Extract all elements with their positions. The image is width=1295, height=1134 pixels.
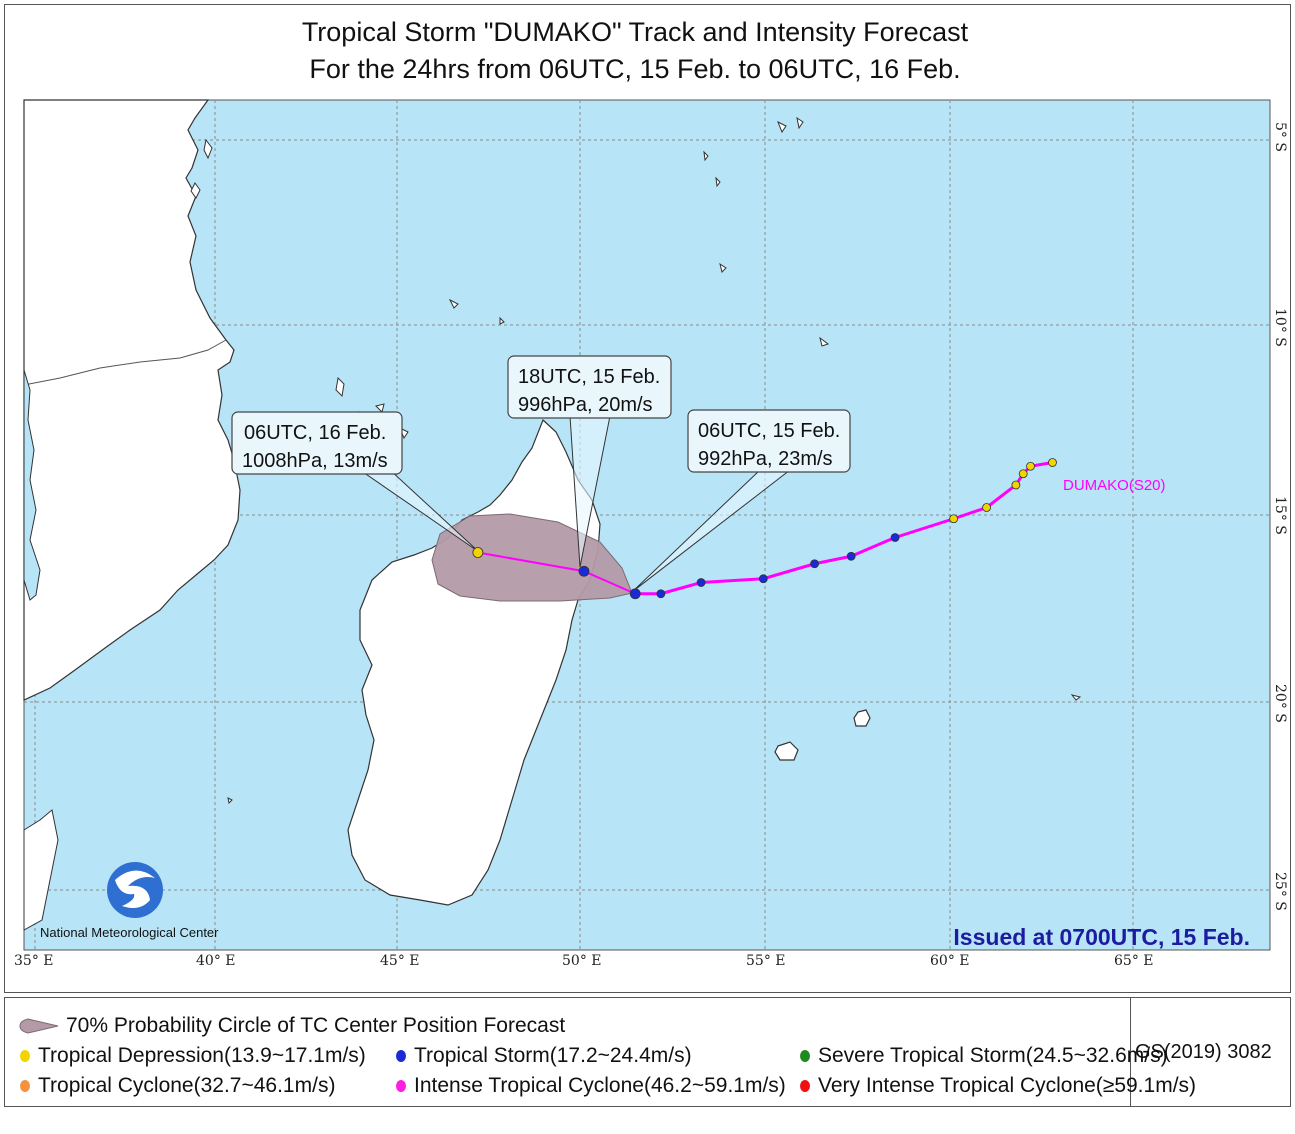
- lat-tick-10: 10° S: [1272, 308, 1288, 347]
- lon-tick-60: 60° E: [930, 953, 969, 969]
- legend-tropical-storm-label: Tropical Storm(17.2~24.4m/s): [414, 1044, 692, 1067]
- past-track-point-9[interactable]: [758, 574, 768, 584]
- legend-very-intense-tropical-cyclone: Very Intense Tropical Cyclone(≥59.1m/s): [800, 1074, 1196, 1098]
- legend-tropical-cyclone-label: Tropical Cyclone(32.7~46.1m/s): [38, 1074, 336, 1097]
- lat-tick-labels: 5° S 10° S 15° S 20° S 25° S: [1272, 122, 1288, 911]
- island-mauritius: [853, 709, 871, 727]
- lon-tick-65: 65° E: [1114, 953, 1153, 969]
- legend-probability-circle: 70% Probability Circle of TC Center Posi…: [18, 1014, 565, 1038]
- cone-swatch-icon: [19, 1018, 59, 1034]
- tropical-storm-icon: [396, 1050, 406, 1063]
- legend-tropical-storm: Tropical Storm(17.2~24.4m/s): [396, 1044, 692, 1068]
- lon-tick-40: 40° E: [196, 953, 235, 969]
- legend-very-intense-tropical-cyclone-label: Very Intense Tropical Cyclone(≥59.1m/s): [818, 1074, 1197, 1097]
- tropical-cyclone-icon: [20, 1080, 30, 1093]
- callout-06utc-16-detail: 1008hPa, 13m/s: [242, 450, 388, 472]
- lat-tick-5: 5° S: [1272, 122, 1288, 152]
- legend-probability-label: 70% Probability Circle of TC Center Posi…: [66, 1014, 566, 1037]
- callout-06utc-15-detail: 992hPa, 23m/s: [698, 448, 833, 470]
- past-track-point-1[interactable]: [1026, 461, 1035, 471]
- africa-border: [23, 339, 227, 386]
- past-track-point-2[interactable]: [1018, 469, 1028, 479]
- forecast-track-point-2[interactable]: [472, 547, 484, 558]
- past-track-point-6[interactable]: [890, 533, 900, 542]
- legend-panel: [4, 997, 1291, 1107]
- small-islands: [227, 116, 1082, 805]
- lon-tick-35: 35° E: [14, 953, 53, 969]
- africa-land: [23, 99, 241, 701]
- intense-tropical-cyclone-icon: [396, 1080, 406, 1093]
- past-track-point-0[interactable]: [1048, 458, 1057, 467]
- legend-tropical-depression: Tropical Depression(13.9~17.1m/s): [20, 1044, 366, 1068]
- track-map[interactable]: 35° E 40° E 45° E 50° E 55° E 60° E 65° …: [0, 0, 1295, 995]
- map-subtitle: For the 24hrs from 06UTC, 15 Feb. to 06U…: [309, 54, 961, 84]
- past-track-point-4[interactable]: [982, 503, 991, 512]
- map-approval-number: GS(2019) 3082: [1135, 1041, 1272, 1063]
- callout-06utc-15-time: 06UTC, 15 Feb.: [698, 420, 840, 442]
- storm-label[interactable]: DUMAKO(S20): [1063, 477, 1166, 494]
- nmc-logo: [107, 862, 163, 918]
- callout-18utc[interactable]: 18UTC, 15 Feb. 996hPa, 20m/s: [507, 355, 672, 419]
- callout-06utc-15[interactable]: 06UTC, 15 Feb. 992hPa, 23m/s: [687, 409, 851, 473]
- island-zanzibar: [203, 138, 213, 160]
- lon-tick-55: 55° E: [746, 953, 785, 969]
- issued-label: Issued at 0700UTC, 15 Feb.: [953, 924, 1250, 950]
- org-name: National Meteorological Center: [40, 925, 219, 940]
- legend-intense-tropical-cyclone-label: Intense Tropical Cyclone(46.2~59.1m/s): [414, 1074, 786, 1097]
- map-title: Tropical Storm "DUMAKO" Track and Intens…: [301, 17, 969, 47]
- callout-18utc-detail: 996hPa, 20m/s: [518, 394, 653, 416]
- callout-06utc-16-time: 06UTC, 16 Feb.: [244, 422, 386, 444]
- island-mafia: [190, 182, 201, 199]
- island-grande-comore: [335, 376, 345, 398]
- forecast-track-point-0[interactable]: [629, 588, 641, 600]
- legend-severe-tropical-storm: Severe Tropical Storm(24.5~32.6m/s): [800, 1044, 1168, 1068]
- severe-tropical-storm-icon: [800, 1050, 810, 1063]
- island-reunion: [774, 741, 799, 761]
- lat-tick-25: 25° S: [1272, 872, 1288, 911]
- lat-tick-20: 20° S: [1272, 684, 1288, 723]
- past-track-point-3[interactable]: [1011, 480, 1021, 490]
- lon-tick-45: 45° E: [380, 953, 419, 969]
- lake-malawi: [23, 369, 41, 601]
- legend-intense-tropical-cyclone: Intense Tropical Cyclone(46.2~59.1m/s): [396, 1074, 786, 1098]
- very-intense-tropical-cyclone-icon: [800, 1080, 810, 1093]
- legend-severe-tropical-storm-label: Severe Tropical Storm(24.5~32.6m/s): [818, 1044, 1168, 1067]
- past-track-point-10[interactable]: [696, 578, 706, 587]
- callout-pointers: [358, 415, 792, 593]
- tropical-depression-icon: [20, 1050, 30, 1063]
- legend-tropical-depression-label: Tropical Depression(13.9~17.1m/s): [38, 1044, 366, 1067]
- africa-south-strip: [23, 809, 59, 931]
- lon-tick-labels: 35° E 40° E 45° E 50° E 55° E 60° E 65° …: [14, 953, 1153, 969]
- past-track-point-8[interactable]: [810, 559, 819, 569]
- track-layer: [472, 458, 1057, 600]
- past-track-point-11[interactable]: [656, 589, 666, 599]
- forecast-track-point-1[interactable]: [578, 565, 590, 577]
- lat-tick-15: 15° S: [1272, 496, 1288, 535]
- legend-divider: [1130, 998, 1131, 1106]
- lon-tick-50: 50° E: [562, 953, 601, 969]
- callout-06utc-16[interactable]: 06UTC, 16 Feb. 1008hPa, 13m/s: [231, 411, 403, 475]
- past-track-point-5[interactable]: [949, 514, 959, 524]
- callout-18utc-time: 18UTC, 15 Feb.: [518, 366, 660, 388]
- legend-tropical-cyclone: Tropical Cyclone(32.7~46.1m/s): [20, 1074, 335, 1098]
- island-anjouan: [375, 403, 385, 413]
- past-track-point-7[interactable]: [846, 551, 856, 561]
